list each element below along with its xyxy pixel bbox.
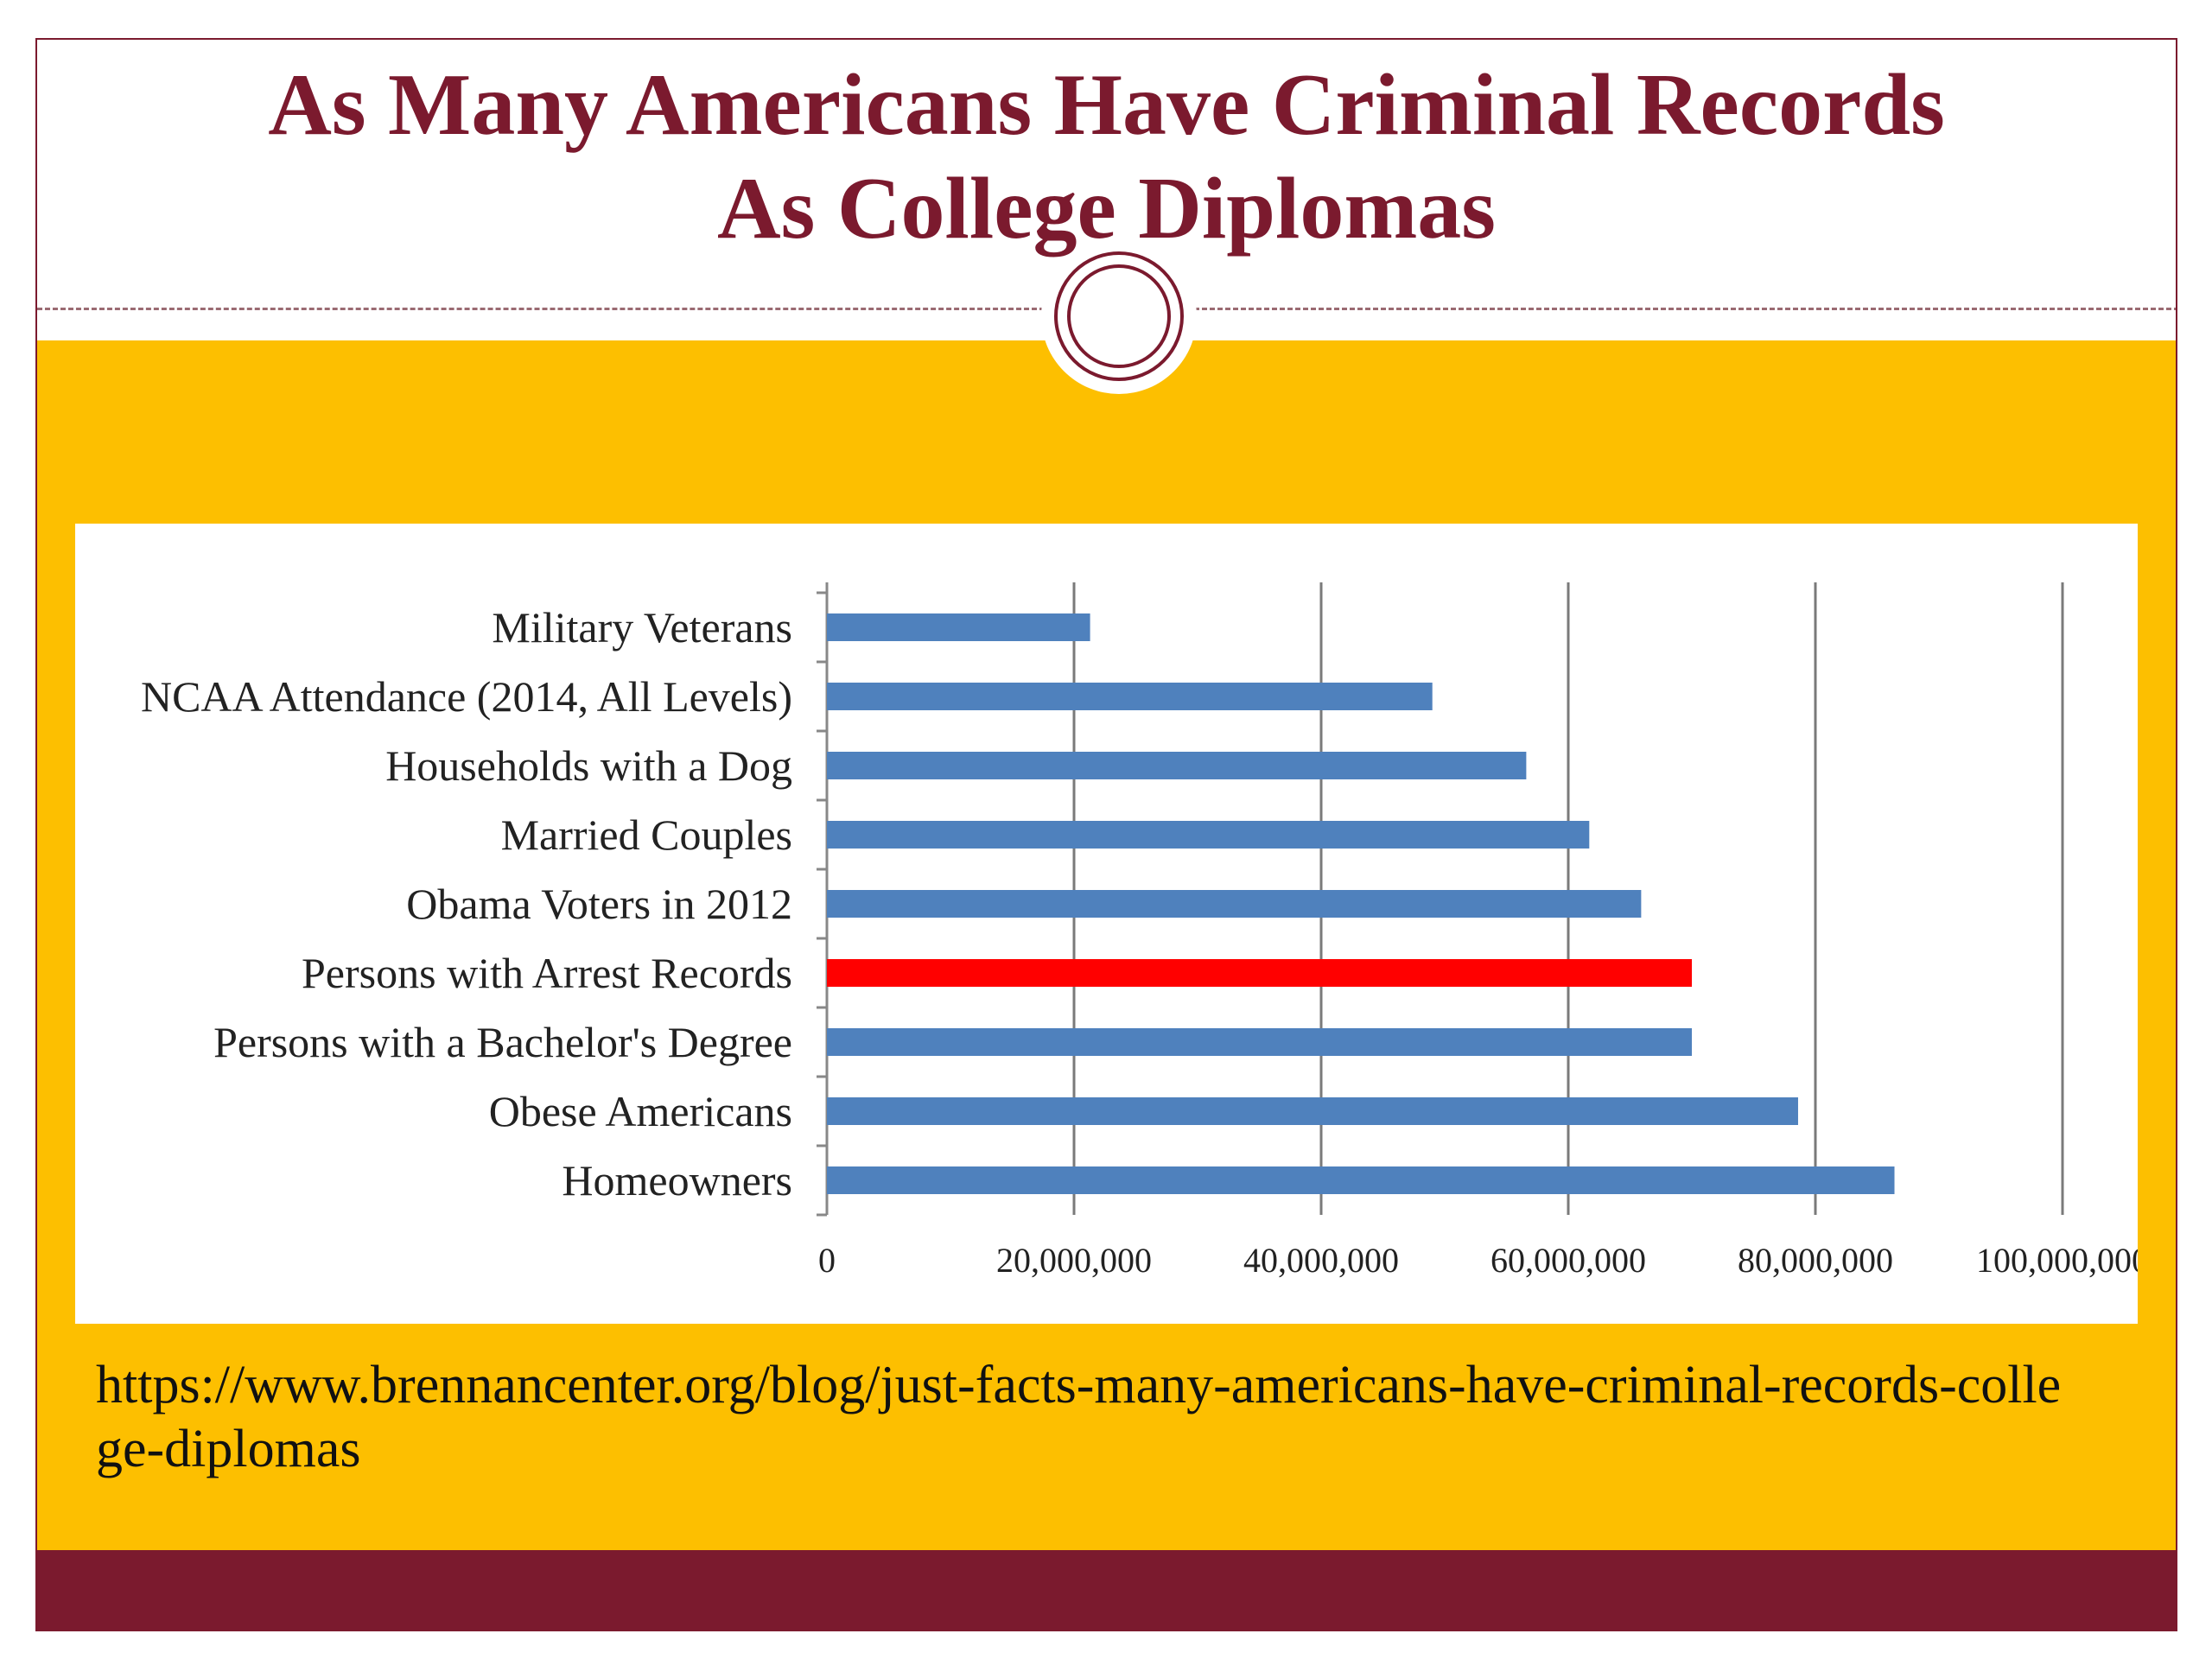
category-label: Homeowners [562, 1156, 792, 1205]
category-label: Persons with a Bachelor's Degree [213, 1018, 792, 1066]
source-url[interactable]: https://www.brennancenter.org/blog/just-… [96, 1356, 2062, 1478]
bar [827, 1028, 1692, 1056]
footer-band [37, 1550, 2176, 1630]
category-label: Households with a Dog [385, 741, 792, 790]
divider-right [1186, 308, 2176, 310]
bar [827, 683, 1433, 710]
x-tick-label: 60,000,000 [1491, 1241, 1646, 1280]
category-label: Military Veterans [492, 603, 792, 652]
slide-title-line-1: As Many Americans Have Criminal Records [268, 56, 1945, 154]
x-tick-label: 20,000,000 [996, 1241, 1152, 1280]
x-tick-label: 100,000,000 [1976, 1241, 2138, 1280]
bar [827, 890, 1642, 918]
bar-chart: Military Veterans NCAA Attendance (2014, … [141, 582, 2138, 1280]
x-tick-label: 80,000,000 [1738, 1241, 1893, 1280]
slide: As Many Americans Have Criminal Records … [35, 38, 2177, 1631]
category-label: NCAA Attendance (2014, All Levels) [141, 672, 792, 721]
x-tick-label: 40,000,000 [1243, 1241, 1399, 1280]
chart-panel: Military Veterans NCAA Attendance (2014, … [75, 524, 2138, 1324]
x-tick-label: 0 [818, 1241, 836, 1280]
bar [827, 1166, 1895, 1194]
bar [827, 613, 1090, 641]
category-label: Obama Voters in 2012 [406, 880, 792, 928]
ornament-circle-inner [1067, 264, 1171, 368]
bar [827, 821, 1590, 849]
bar [827, 1097, 1798, 1125]
slide-title: As Many Americans Have Criminal Records … [37, 54, 2176, 261]
category-label: Married Couples [501, 810, 792, 859]
bar [827, 959, 1692, 987]
category-label: Obese Americans [489, 1087, 792, 1135]
bar [827, 752, 1527, 779]
category-label: Persons with Arrest Records [302, 949, 792, 997]
divider-left [37, 308, 1052, 310]
